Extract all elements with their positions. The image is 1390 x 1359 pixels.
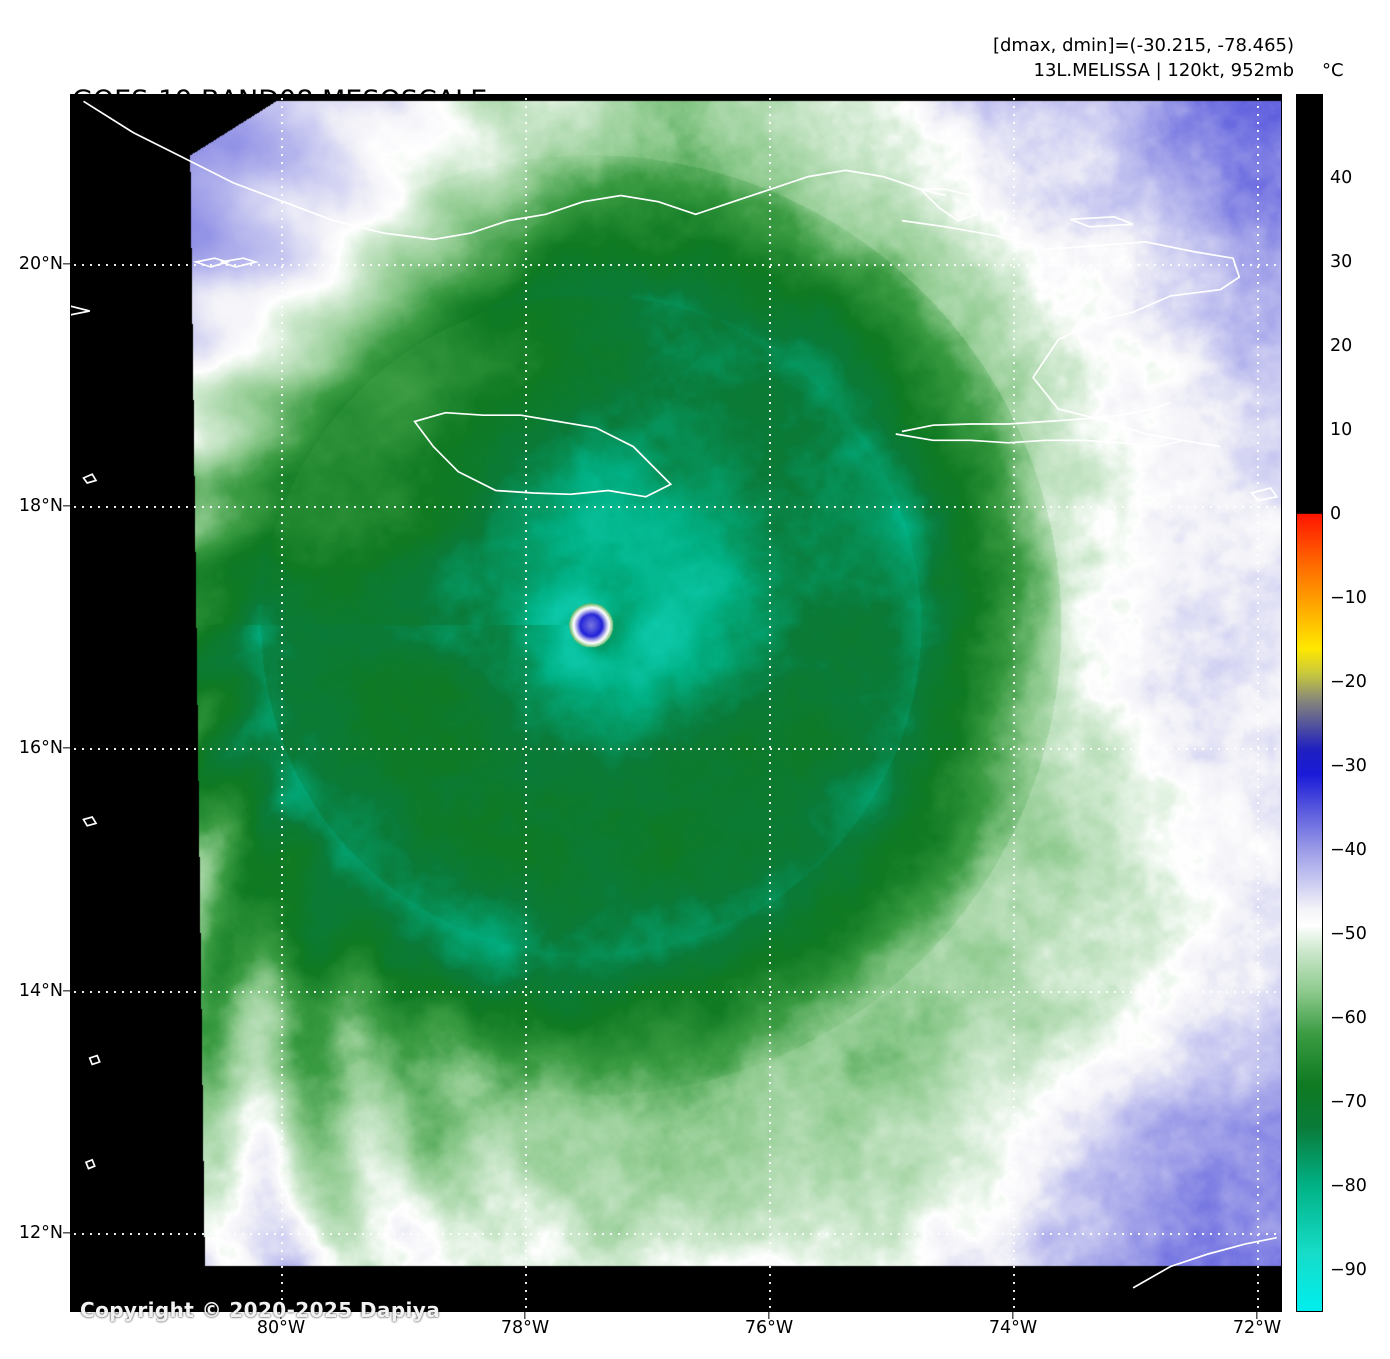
x-axis-tick-label: 78°W [500, 1318, 550, 1338]
dmax-dmin-label: [dmax, dmin]=(-30.215, -78.465) [992, 35, 1294, 56]
coastline-path [83, 100, 946, 241]
coastline-path [71, 305, 90, 316]
coastline-path [82, 473, 98, 484]
x-axis-tick-mark [768, 1312, 770, 1319]
coastline-path [88, 1054, 101, 1066]
y-axis-tick-label: 16°N [18, 738, 63, 758]
y-axis-tick-label: 12°N [18, 1223, 63, 1243]
y-axis-tick-mark [63, 747, 70, 749]
coastline-path [1132, 1236, 1277, 1289]
colorbar-unit-label: °C [1322, 60, 1344, 81]
coastline-path [1250, 487, 1279, 502]
coastline-path [901, 219, 1241, 448]
metadata-annotation: [dmax, dmin]=(-30.215, -78.465) 13L.MELI… [993, 33, 1294, 83]
brightness-temperature-field [71, 95, 1281, 1311]
y-axis-tick-mark [63, 1232, 70, 1234]
x-axis-tick-mark [280, 1312, 282, 1319]
x-axis-tick-label: 74°W [988, 1318, 1038, 1338]
storm-info-label: 13L.MELISSA | 120kt, 952mb [1033, 60, 1295, 81]
x-axis-tick-label: 80°W [256, 1318, 306, 1338]
colorbar-gradient [1297, 95, 1322, 1311]
colorbar-tick-label: −60 [1330, 1008, 1367, 1028]
colorbar-tick-label: −40 [1330, 840, 1367, 860]
y-axis-tick-label: 20°N [18, 254, 63, 274]
y-axis-tick-label: 18°N [18, 496, 63, 516]
colorbar-tick-label: −50 [1330, 924, 1367, 944]
coastline-path [901, 401, 1171, 433]
x-axis-tick-mark [1012, 1312, 1014, 1319]
colorbar-tick-label: 0 [1330, 504, 1342, 524]
coastline-overlay [71, 100, 1279, 1289]
y-axis-tick-mark [63, 505, 70, 507]
temperature-colorbar[interactable] [1296, 94, 1323, 1312]
x-axis-tick-label: 76°W [744, 1318, 794, 1338]
colorbar-tick-label: 30 [1330, 252, 1353, 272]
colorbar-tick-label: −80 [1330, 1176, 1367, 1196]
y-axis-tick-label: 14°N [18, 981, 63, 1001]
copyright-notice: Copyright © 2020-2025 Dapiya [80, 1298, 441, 1322]
colorbar-tick-label: −90 [1330, 1260, 1367, 1280]
x-axis-tick-mark [1256, 1312, 1258, 1319]
x-axis-tick-label: 72°W [1232, 1318, 1282, 1338]
colorbar-tick-label: 40 [1330, 168, 1353, 188]
coastline-path [1070, 215, 1134, 228]
coastline-path [895, 433, 1184, 448]
y-axis-tick-mark [63, 990, 70, 992]
satellite-imagery [71, 95, 1281, 1311]
colorbar-tick-label: −20 [1330, 672, 1367, 692]
coastline-path [413, 411, 673, 498]
coastline-path [918, 188, 978, 222]
coastline-path [82, 816, 98, 827]
x-axis-tick-mark [524, 1312, 526, 1319]
colorbar-tick-label: 20 [1330, 336, 1353, 356]
satellite-image-plot [70, 94, 1282, 1312]
coastline-path [84, 1158, 96, 1170]
colorbar-tick-label: −70 [1330, 1092, 1367, 1112]
y-axis-tick-mark [63, 263, 70, 265]
colorbar-tick-label: 10 [1330, 420, 1353, 440]
colorbar-tick-label: −30 [1330, 756, 1367, 776]
colorbar-tick-label: −10 [1330, 588, 1367, 608]
